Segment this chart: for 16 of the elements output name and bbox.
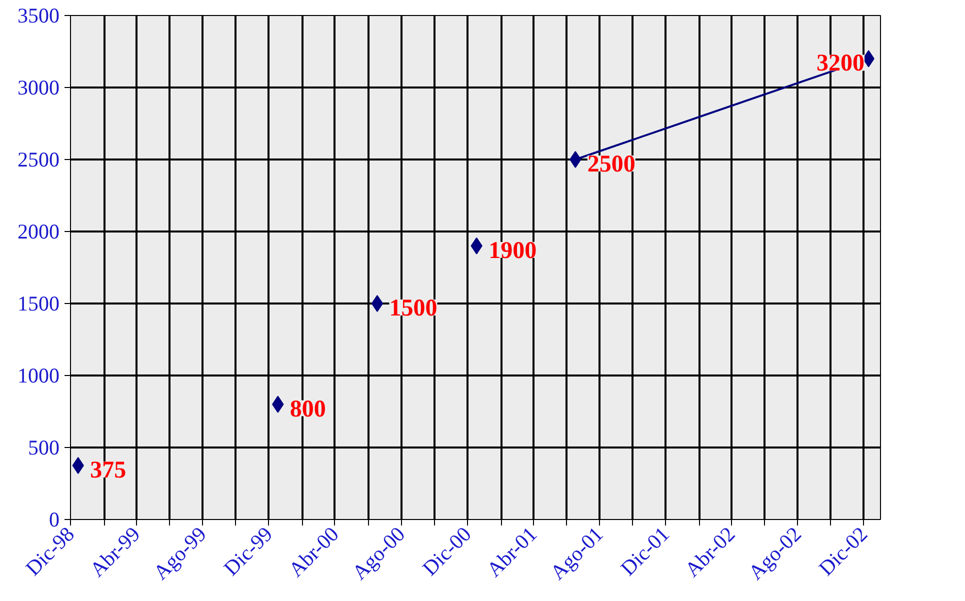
y-tick-label: 2500	[18, 148, 60, 172]
y-tick-label: 500	[28, 436, 60, 460]
data-label: 2500	[587, 152, 636, 178]
y-tick-label: 1500	[18, 292, 60, 316]
y-tick-label: 3000	[18, 76, 60, 100]
text: 375	[90, 458, 126, 484]
y-tick-label: 0	[49, 508, 60, 532]
point	[371, 295, 384, 312]
point	[72, 457, 84, 474]
data-label: 3200	[816, 50, 865, 77]
text: 800	[290, 396, 326, 422]
text: 1500	[389, 296, 438, 322]
y-tick-label: 1000	[18, 364, 60, 388]
y-tick-label: 2000	[18, 220, 60, 244]
text: 1900	[488, 238, 537, 264]
y-tick-label: 3500	[18, 4, 60, 28]
